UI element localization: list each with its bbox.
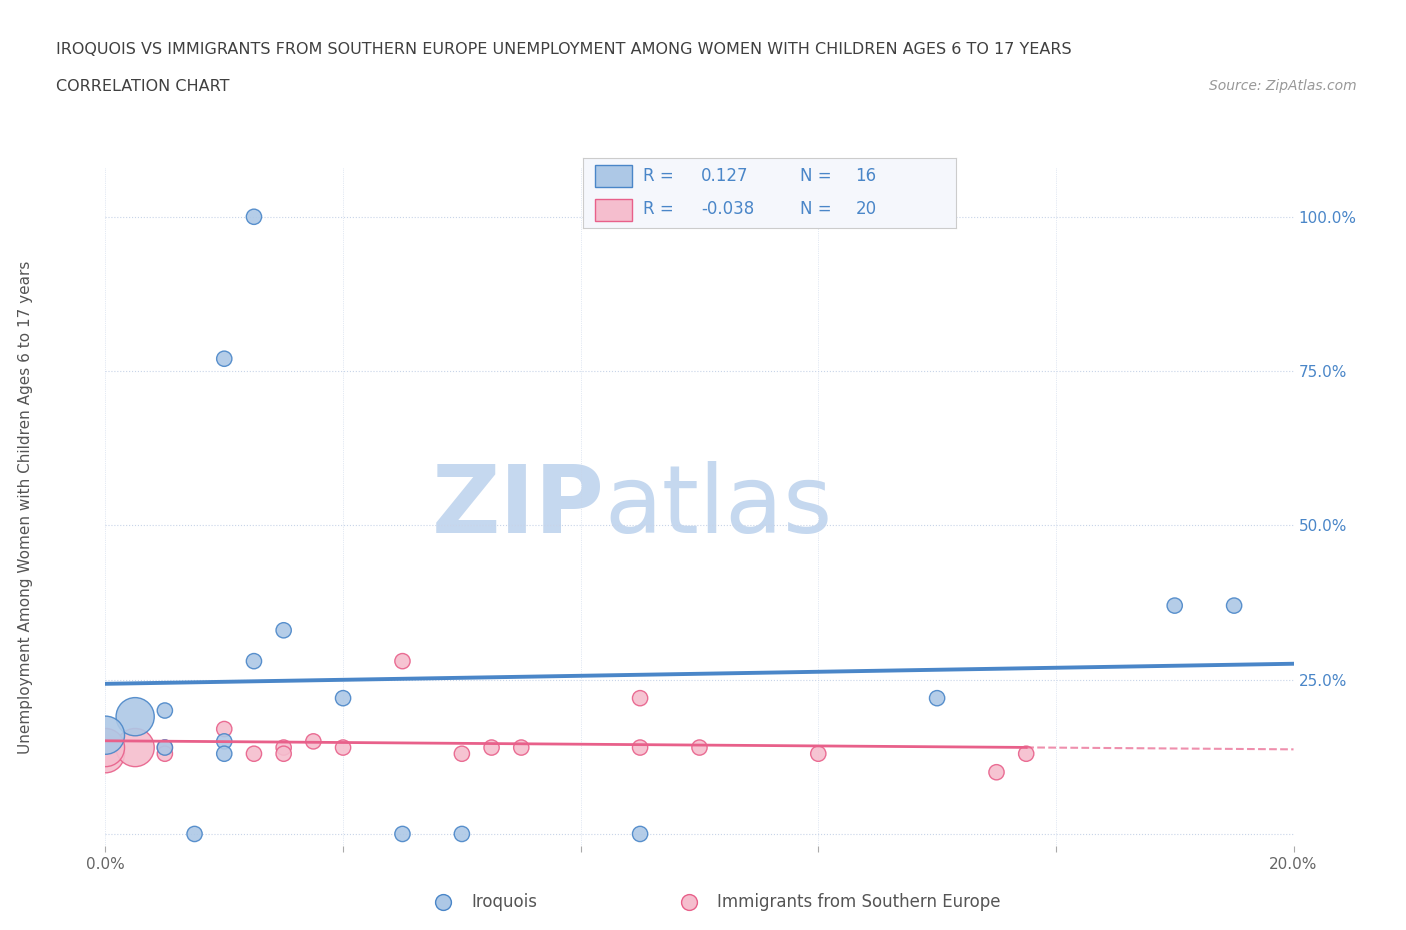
Point bbox=[689, 740, 711, 755]
Text: R =: R = bbox=[643, 200, 673, 218]
Point bbox=[450, 827, 472, 842]
Text: 20: 20 bbox=[855, 200, 876, 218]
Text: Unemployment Among Women with Children Ages 6 to 17 years: Unemployment Among Women with Children A… bbox=[18, 260, 32, 753]
Bar bbox=[595, 166, 631, 188]
Point bbox=[124, 710, 146, 724]
Point bbox=[302, 734, 325, 749]
Bar bbox=[595, 199, 631, 221]
Point bbox=[124, 740, 146, 755]
Point bbox=[214, 734, 236, 749]
Point bbox=[450, 746, 472, 761]
Point bbox=[807, 746, 830, 761]
Point bbox=[1223, 598, 1246, 613]
Text: 16: 16 bbox=[855, 166, 876, 184]
Text: ZIP: ZIP bbox=[432, 461, 605, 552]
Text: 0.127: 0.127 bbox=[700, 166, 748, 184]
Point bbox=[927, 691, 949, 706]
Point bbox=[243, 209, 266, 224]
Text: atlas: atlas bbox=[605, 461, 832, 552]
Text: N =: N = bbox=[800, 200, 831, 218]
Point bbox=[153, 740, 176, 755]
Text: R =: R = bbox=[643, 166, 673, 184]
Point bbox=[214, 352, 236, 366]
Text: Immigrants from Southern Europe: Immigrants from Southern Europe bbox=[717, 893, 1001, 911]
Point bbox=[628, 827, 651, 842]
Point bbox=[332, 691, 354, 706]
Point bbox=[510, 740, 533, 755]
Point bbox=[94, 740, 117, 755]
Point bbox=[243, 746, 266, 761]
Text: N =: N = bbox=[800, 166, 831, 184]
Point bbox=[214, 746, 236, 761]
Point bbox=[94, 746, 117, 761]
Text: Iroquois: Iroquois bbox=[471, 893, 537, 911]
Point bbox=[628, 691, 651, 706]
Point bbox=[1015, 746, 1038, 761]
Point bbox=[1164, 598, 1187, 613]
Text: IROQUOIS VS IMMIGRANTS FROM SOUTHERN EUROPE UNEMPLOYMENT AMONG WOMEN WITH CHILDR: IROQUOIS VS IMMIGRANTS FROM SOUTHERN EUR… bbox=[56, 42, 1071, 57]
Point bbox=[94, 728, 117, 743]
Point bbox=[273, 740, 295, 755]
Point bbox=[391, 654, 413, 669]
Point bbox=[332, 740, 354, 755]
Point bbox=[273, 623, 295, 638]
Text: CORRELATION CHART: CORRELATION CHART bbox=[56, 79, 229, 94]
Point bbox=[153, 740, 176, 755]
Point bbox=[481, 740, 503, 755]
Point bbox=[243, 654, 266, 669]
Point bbox=[273, 746, 295, 761]
Text: Source: ZipAtlas.com: Source: ZipAtlas.com bbox=[1209, 79, 1357, 93]
Point bbox=[183, 827, 205, 842]
Point bbox=[153, 703, 176, 718]
Point bbox=[678, 895, 700, 910]
Point bbox=[628, 740, 651, 755]
Point bbox=[214, 722, 236, 737]
Point bbox=[986, 764, 1008, 779]
Point bbox=[391, 827, 413, 842]
Text: -0.038: -0.038 bbox=[700, 200, 754, 218]
Point bbox=[432, 895, 454, 910]
Point bbox=[153, 746, 176, 761]
